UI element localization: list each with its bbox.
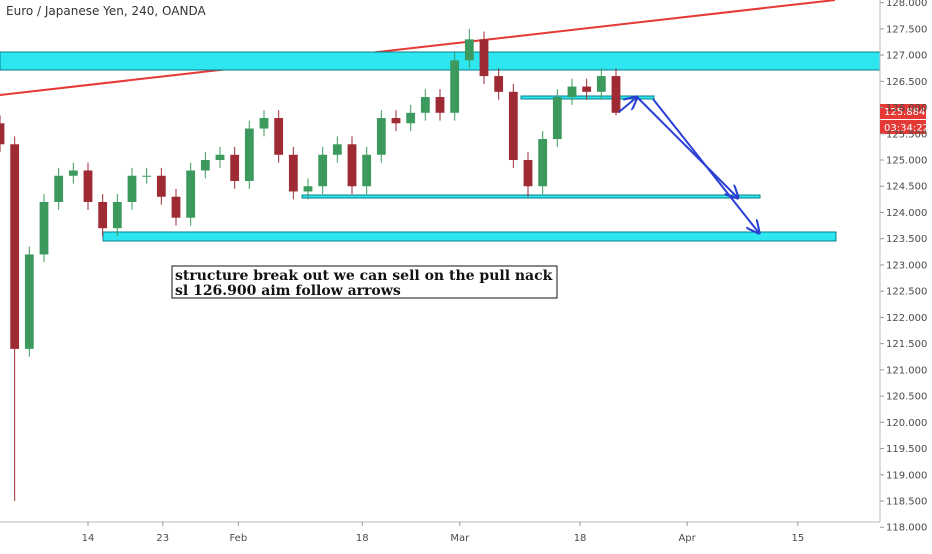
chart-title: Euro / Japanese Yen, 240, OANDA [6,4,207,18]
candle-body [347,144,357,187]
y-tick-label: 127.500 [886,24,927,35]
y-tick-label: 121.000 [886,365,927,376]
candle-body [582,86,592,92]
y-tick-label: 124.500 [886,182,927,193]
candle-body [332,144,342,155]
candle-body [200,160,210,171]
pullback-zone [520,95,655,100]
candle-body [464,39,474,61]
x-tick-label: Feb [229,533,247,544]
y-tick-label: 122.500 [886,287,927,298]
arrow [652,98,759,233]
candle-body [567,86,577,98]
x-tick-label: Mar [450,533,470,544]
candle-body [83,170,93,202]
y-tick-label: 125.000 [886,156,927,167]
y-tick-label: 125.500 [886,129,927,140]
candle-body [552,97,562,140]
trend-line [0,0,836,96]
candle-body [318,154,328,187]
y-tick-label: 126.000 [886,103,927,114]
candle-body [376,118,386,155]
x-tick-label: 15 [791,533,804,544]
x-tick-label: 18 [356,533,369,544]
countdown: 03:34:22 [884,123,929,134]
y-tick-label: 120.500 [886,392,927,403]
candle-body [68,170,78,176]
candle-body [494,76,504,92]
candle-body [611,76,621,113]
y-tick-label: 119.000 [886,470,927,481]
candle-body [435,97,445,113]
candle-body [538,139,548,187]
y-tick-label: 118.000 [886,523,927,534]
candle-body [303,186,313,192]
candle-body [156,175,166,197]
arrow [636,96,738,198]
y-tick-label: 123.500 [886,234,927,245]
x-tick-label: 14 [82,533,95,544]
price-badge [880,104,926,119]
candle-body [362,154,372,187]
candle-body [186,170,196,218]
candle-body [24,254,34,349]
candle-body [39,201,49,255]
target-zone [102,231,837,242]
candle-body [127,175,137,202]
candle-body [420,97,430,113]
candle-body [523,160,533,187]
candle-body [215,154,225,161]
candle-body [0,123,5,145]
candle-body [288,154,298,192]
candles [0,28,621,502]
candle-body [450,60,460,113]
y-tick-label: 126.500 [886,77,927,88]
countdown-badge [880,120,926,134]
note-line: structure break out we can sell on the p… [175,268,553,284]
candle-body [10,144,20,349]
candle-body [508,91,518,161]
price-label: 125.884 [884,107,925,118]
x-tick-label: 18 [574,533,587,544]
y-tick-label: 128.000 [886,0,927,9]
y-tick-label: 121.500 [886,339,927,350]
candle-body [98,201,108,229]
y-tick-label: 124.000 [886,208,927,219]
candle-body [406,112,416,124]
y-tick-label: 127.000 [886,51,927,62]
candle-body [479,39,489,77]
y-tick-label: 123.000 [886,260,927,271]
y-tick-label: 119.500 [886,444,927,455]
candle-body [596,76,606,92]
x-tick-label: Apr [678,533,696,544]
note-line: sl 126.900 aim follow arrows [175,283,401,299]
candle-body [171,196,181,218]
candle-body [112,201,122,229]
note-box [171,265,558,299]
y-tick-label: 118.500 [886,497,927,508]
target-zone [301,194,761,199]
candle-body [244,128,254,181]
candle-body [230,154,240,181]
resistance-zone [0,51,881,71]
candle-body [54,175,64,202]
x-tick-label: 23 [156,533,169,544]
y-tick-label: 120.000 [886,418,927,429]
candle-body [142,175,152,177]
candle-body [391,118,401,124]
candle-body [274,118,284,155]
candle-body [259,118,269,129]
arrow [618,97,637,113]
y-tick-label: 122.000 [886,313,927,324]
